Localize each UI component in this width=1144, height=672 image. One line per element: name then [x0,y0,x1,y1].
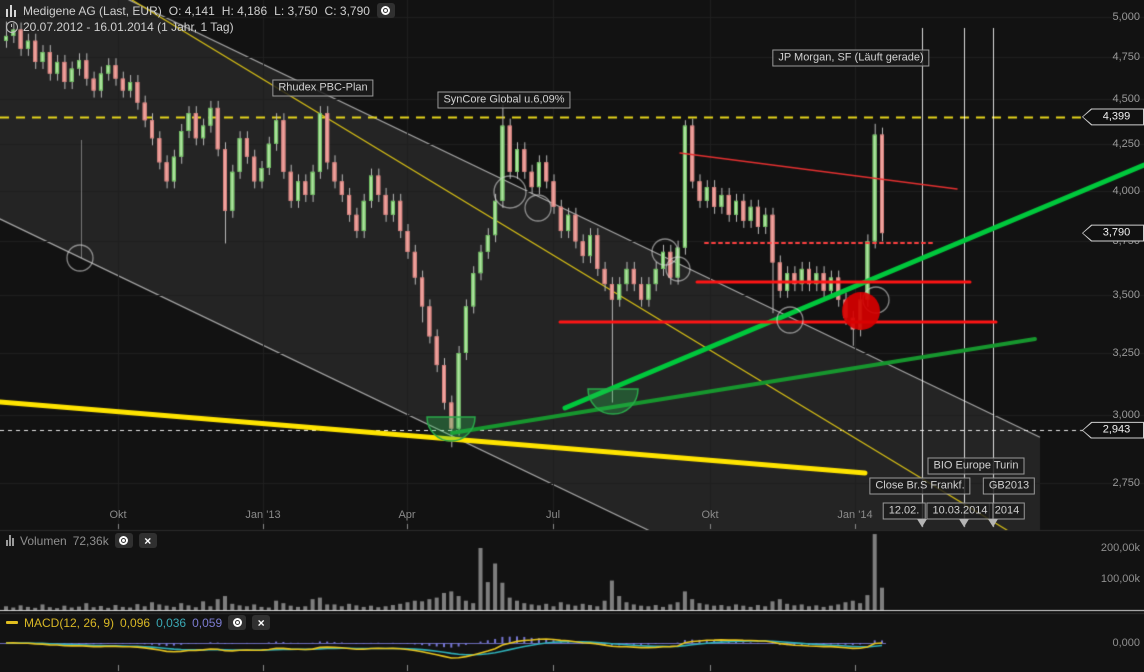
event-date-box[interactable]: 2014 [988,502,1026,520]
price-badge-label: 3,790 [1083,225,1143,241]
month-tick-label: Jan '13 [245,509,281,521]
volume-header: Volumen 72,36k × [6,533,157,548]
volume-label: Volumen [20,533,67,548]
annotation-jpmorgan[interactable]: JP Morgan, SF (Läuft gerade) [772,49,930,67]
macd-label: MACD(12, 26, 9) [24,615,115,630]
macd-header: MACD(12, 26, 9) 0,096 0,036 0,059 × [6,615,271,630]
volume-tick-label: 100,00k [1100,573,1140,585]
price-tick-label: 4,000 [1112,185,1140,198]
price-badge: 3,790 [1082,224,1144,242]
month-tick-label: Okt [701,509,719,521]
volume-bars-icon [6,535,14,546]
visibility-toggle-button[interactable] [376,3,395,18]
price-badge-label: 2,943 [1083,422,1143,438]
event-arrow-icon [959,519,969,527]
event-arrow-icon [988,519,998,527]
price-tick-label: 5,000 [1112,10,1140,23]
clock-icon [6,21,18,33]
annotation-bio[interactable]: BIO Europe Turin [927,457,1025,475]
macd-close-button[interactable]: × [252,615,271,630]
event-date-box[interactable]: 10.03.2014 [926,502,994,520]
price-badge: 2,943 [1082,421,1144,439]
month-tick-label: Okt [109,509,127,521]
price-tick-label: 3,000 [1112,409,1140,422]
price-tick-label: 4,750 [1112,50,1140,63]
macd-zero-label: 0,000 [1112,637,1140,649]
volume-value: 72,36k [72,533,109,548]
ohlc-open: O: 4,141 [168,3,215,18]
chart-header: Medigene AG (Last, EUR) O: 4,141 H: 4,18… [6,3,395,18]
annotation-gb2013[interactable]: GB2013 [982,477,1036,495]
close-icon: × [144,533,152,548]
volume-close-button[interactable]: × [138,533,157,548]
volume-tick-label: 200,00k [1100,542,1140,554]
month-tick-label: Apr [398,509,416,521]
eye-icon [119,536,129,545]
ohlc-close: C: 3,790 [324,3,370,18]
instrument-title: Medigene AG (Last, EUR) [23,3,162,18]
close-icon: × [257,615,265,630]
price-badge-label: 4,399 [1083,109,1143,125]
macd-visibility-button[interactable] [228,615,247,630]
annotation-rhudex[interactable]: Rhudex PBC-Plan [272,79,374,97]
price-tick-label: 2,750 [1112,477,1140,490]
price-tick-label: 4,250 [1112,137,1140,150]
ohlc-high: H: 4,186 [221,3,268,18]
chart-range-row: 20.07.2012 - 16.01.2014 (1 Jahr, 1 Tag) [6,20,234,34]
eye-icon [381,6,391,15]
annotation-closebrs[interactable]: Close Br.S Frankf. [869,477,971,495]
volume-visibility-button[interactable] [114,533,133,548]
event-date-box[interactable]: 12.02. [882,502,926,520]
macd-value: 0,096 [120,615,151,630]
eye-icon [232,618,242,627]
macd-line-icon [6,621,18,624]
candlestick-icon [6,4,16,17]
event-arrow-icon [917,519,927,527]
date-range: 20.07.2012 - 16.01.2014 (1 Jahr, 1 Tag) [23,20,234,34]
annotation-syncore[interactable]: SynCore Global u.6,09% [437,91,571,109]
ohlc-low: L: 3,750 [274,3,318,18]
price-tick-label: 3,250 [1112,346,1140,359]
macd-signal-value: 0,036 [156,615,187,630]
price-tick-label: 4,500 [1112,93,1140,106]
month-tick-label: Jan '14 [837,509,873,521]
month-tick-label: Jul [545,509,561,521]
price-badge: 4,399 [1082,108,1144,126]
price-tick-label: 3,500 [1112,289,1140,302]
macd-hist-value: 0,059 [192,615,223,630]
